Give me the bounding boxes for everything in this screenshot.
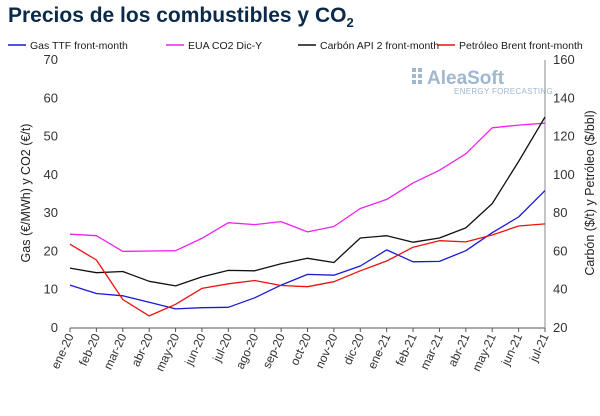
watermark-tagline: ENERGY FORECASTING [454,87,553,96]
y-tick-left: 30 [44,205,58,220]
series-line-carbon-api-2-front-month [69,116,546,287]
series-lines [69,116,546,317]
series-line-petroleo-brent-front-month [69,223,546,317]
y-tick-left: 50 [44,129,58,144]
y-tick-right: 120 [553,129,575,144]
legend-item-label: Petróleo Brent front-month [459,40,583,52]
y-tick-left: 0 [51,320,58,335]
x-tick-label: may-21 [469,331,499,373]
x-tick-label: nov-20 [312,331,340,370]
series-line-gas-ttf-front-month [69,190,546,310]
y-tick-left: 10 [44,282,58,297]
x-tick-label: ene-20 [48,331,77,371]
x-tick-label: oct-20 [287,331,314,367]
x-tick-label: ene-21 [365,331,394,371]
y-tick-right: 140 [553,90,575,105]
watermark: AleaSoft ENERGY FORECASTING [412,68,553,96]
x-tick-label: mar-20 [101,331,130,372]
x-tick-label: jun-21 [498,331,525,368]
y-tick-right: 40 [553,282,567,297]
y-axis-left-label: Gas (€/MWh) y CO2 (€/t) [19,124,33,263]
y-tick-right: 80 [553,205,567,220]
x-tick-label: feb-21 [393,331,420,368]
y-axis-left-ticks: 0 10 20 30 40 50 60 70 [44,52,58,335]
axes [70,60,546,329]
x-tick-label: jul-21 [526,331,552,365]
y-tick-left: 60 [44,90,58,105]
y-tick-right: 160 [553,52,575,67]
y-tick-right: 20 [553,320,567,335]
aleasoft-logo-icon [412,68,422,84]
y-axis-right-label: Carbón ($/t) y Petróleo ($/bbl) [583,110,597,275]
x-tick-label: dic-20 [340,331,367,367]
y-tick-left: 70 [44,52,58,67]
x-tick-label: may-20 [153,331,183,373]
y-axis-right-ticks: 20 40 60 80 100 120 140 160 [553,52,575,335]
x-tick-label: jun-20 [181,331,208,368]
y-tick-left: 40 [44,167,58,182]
legend-item-label: Gas TTF front-month [30,40,128,52]
x-tick-label: mar-21 [417,331,446,372]
series-line-eua-co2-dic-y [69,122,546,253]
x-tick-label: abr-20 [129,331,156,369]
x-tick-label: abr-21 [445,331,472,369]
y-tick-right: 60 [553,243,567,258]
x-tick-label: feb-20 [76,331,103,368]
y-tick-left: 20 [44,243,58,258]
watermark-brand: AleaSoft [427,68,505,89]
x-tick-label: jul-20 [210,331,236,365]
legend-item-label: Carbón API 2 front-month [320,40,439,52]
legend-item-label: EUA CO2 Dic-Y [188,40,262,52]
y-tick-right: 100 [553,167,575,182]
chart-title: Precios de los combustibles y CO2 [8,4,354,31]
legend: Gas TTF front-month EUA CO2 Dic-Y Carbón A… [8,40,583,52]
x-tick-label: sep-20 [260,331,288,370]
x-tick-label: ago-20 [233,331,262,371]
